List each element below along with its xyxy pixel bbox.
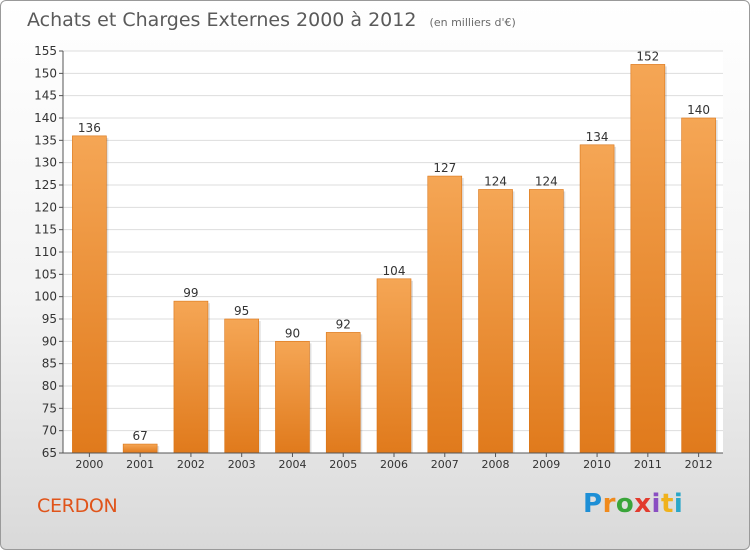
data-label-2006: 104 [383,264,406,278]
x-tick-label-2003: 2003 [228,458,256,471]
bar-2005 [325,332,361,454]
bar-2000 [72,135,107,454]
data-label-2000: 136 [78,121,101,135]
bar-2002 [173,300,209,454]
y-tick-label: 110 [34,245,57,259]
chart-unit: (en milliers d'€) [429,16,516,29]
y-tick-label: 115 [34,223,57,237]
data-label-2010: 134 [586,130,609,144]
x-tick-label-2008: 2008 [482,458,510,471]
commune-name: CERDON [37,495,118,517]
y-tick-label: 85 [42,357,57,371]
y-tick-label: 145 [34,89,57,103]
bar-2011 [630,64,666,454]
y-tick-label: 130 [34,156,57,170]
y-tick-label: 90 [42,334,57,348]
y-tick-label: 95 [42,312,57,326]
y-tick-label: 125 [34,178,57,192]
bar-2012 [681,117,716,454]
x-tick-label-2001: 2001 [126,458,154,471]
y-tick-label: 135 [34,133,57,147]
y-tick-label: 65 [42,446,57,460]
y-tick-label: 70 [42,424,57,438]
bar-2010 [579,144,615,454]
x-tick-label-2005: 2005 [329,458,357,471]
bar-2008 [478,189,513,454]
chart-title: Achats et Charges Externes 2000 à 2012 [27,9,417,31]
x-tick-label-2011: 2011 [634,458,662,471]
y-tick-label: 140 [34,111,57,125]
y-tick-label: 105 [34,267,57,281]
data-label-2002: 99 [183,286,198,300]
y-tick-label: 120 [34,200,57,214]
chart-title-block: Achats et Charges Externes 2000 à 2012 (… [27,9,516,31]
data-label-2011: 152 [636,49,659,63]
y-tick-label: 75 [42,401,57,415]
bar-2007 [427,175,463,454]
x-tick-label-2000: 2000 [75,458,103,471]
x-tick-label-2004: 2004 [278,458,306,471]
x-tick-label-2009: 2009 [532,458,560,471]
data-label-2008: 124 [484,174,507,188]
x-tick-label-2002: 2002 [177,458,205,471]
bar-2001 [122,443,158,454]
x-tick-label-2012: 2012 [685,458,713,471]
y-tick-label: 150 [34,66,57,80]
axes: 65 70 75 80 85 90 95 100 105 110 115 120 125 130 135 14… [34,44,723,471]
data-label-2003: 95 [234,304,249,318]
y-tick-label: 80 [42,379,57,393]
data-label-2001: 67 [133,429,148,443]
bar-2003 [224,318,259,454]
data-label-2004: 90 [285,326,300,340]
data-label-2012: 140 [687,103,710,117]
bars: 136 67 99 95 90 92 104 127 124 124 134 152 140 [72,49,718,454]
y-tick-label: 100 [34,290,57,304]
bar-2004 [275,341,310,454]
y-tick-label: 155 [34,44,57,58]
x-tick-label-2010: 2010 [583,458,611,471]
data-label-2007: 127 [433,161,456,175]
x-tick-label-2007: 2007 [431,458,459,471]
proxiti-logo[interactable]: Proxiti [583,489,684,519]
x-tick-label-2006: 2006 [380,458,408,471]
data-label-2009: 124 [535,174,558,188]
data-label-2005: 92 [336,317,351,331]
bar-2009 [529,189,564,454]
bar-2006 [376,278,412,454]
